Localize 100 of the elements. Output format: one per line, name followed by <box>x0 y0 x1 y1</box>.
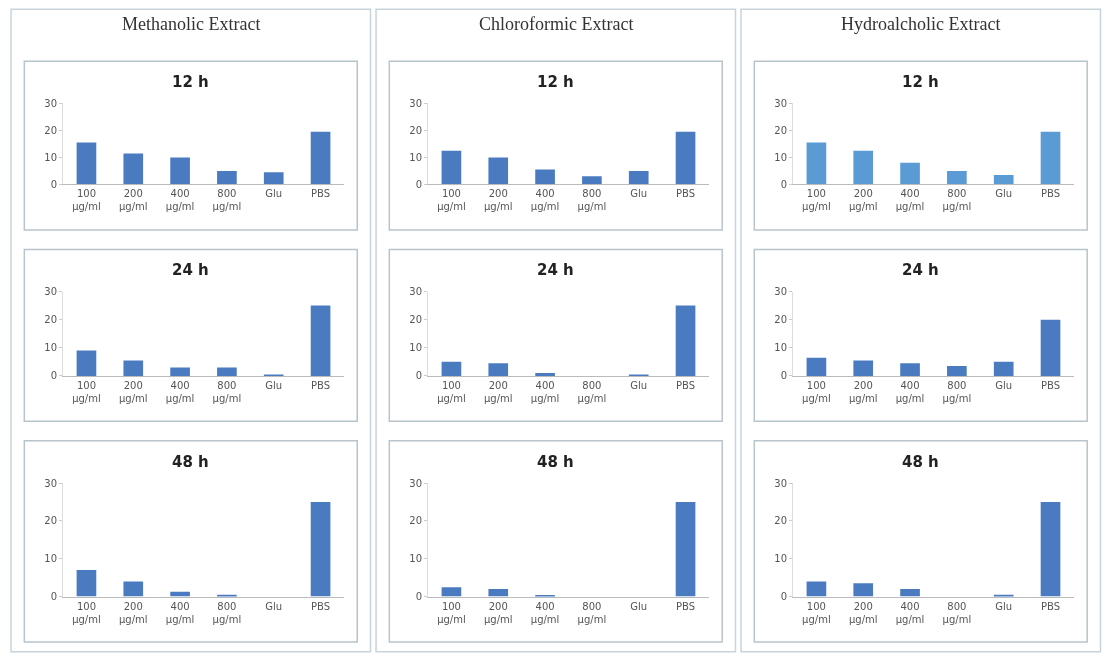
chart-subtitle: 12 h <box>902 73 939 91</box>
y-tick-label: 10 <box>409 342 423 354</box>
x-tick-label: Glu <box>630 379 648 391</box>
x-tick-label: 100 µg/ml <box>802 600 831 625</box>
x-tick-label: PBS <box>1040 188 1061 200</box>
x-tick-label: PBS <box>311 379 331 391</box>
chart-subtitle: 12 h <box>537 73 574 91</box>
x-tick-label: 200 µg/ml <box>848 188 878 213</box>
x-tick-label: 400 µg/ml <box>165 600 195 625</box>
x-tick-label: PBS <box>676 188 696 200</box>
x-tick-label: 200 µg/ml <box>848 600 878 625</box>
x-tick-label: Glu <box>265 379 283 391</box>
y-tick-label: 10 <box>409 151 423 163</box>
y-tick-label: 30 <box>774 477 787 489</box>
x-tick-label: 100 µg/ml <box>802 188 831 213</box>
y-tick-label: 10 <box>44 151 58 163</box>
x-tick-label: Glu <box>995 379 1013 391</box>
y-tick-label: 20 <box>409 515 423 527</box>
x-tick-label: PBS <box>1040 600 1061 612</box>
x-tick-label: 800 µg/ml <box>577 600 607 625</box>
x-tick-label: 800 µg/ml <box>942 379 972 404</box>
chart-title: 48 h <box>537 453 574 471</box>
y-tick-label: 20 <box>774 515 787 527</box>
x-tick-label: 100 µg/ml <box>437 188 466 213</box>
x-tick-label: 100 µg/ml <box>437 600 466 625</box>
y-tick-label: 20 <box>44 515 58 527</box>
x-tick-label: PBS <box>1040 379 1061 391</box>
y-tick-label: 20 <box>44 314 58 326</box>
y-tick-label: 0 <box>415 370 423 382</box>
x-tick-label: 800 µg/ml <box>942 600 972 625</box>
x-tick-label: 400 µg/ml <box>530 600 560 625</box>
x-tick-label: 100 µg/ml <box>437 379 466 404</box>
y-tick-label: 10 <box>774 151 787 163</box>
x-tick-label: 200 µg/ml <box>483 188 513 213</box>
x-tick-label: 200 µg/ml <box>118 188 148 213</box>
chart-title: 24 h <box>172 261 209 279</box>
x-tick-label: 200 µg/ml <box>848 379 878 404</box>
x-tick-label: Glu <box>995 188 1013 200</box>
y-tick-label: 0 <box>415 591 423 603</box>
x-tick-label: 400 µg/ml <box>165 379 195 404</box>
x-tick-label: 800 µg/ml <box>577 379 607 404</box>
chart-title: 48 h <box>172 453 209 471</box>
x-tick-label: Glu <box>630 600 648 612</box>
chart-subtitle: 12 h <box>172 73 209 91</box>
y-tick-label: 30 <box>44 97 58 109</box>
chart-title: 24 h <box>902 261 939 279</box>
y-tick-label: 0 <box>780 370 787 382</box>
x-tick-label: 400 µg/ml <box>165 188 195 213</box>
x-tick-label: 800 µg/ml <box>212 600 242 625</box>
y-tick-label: 0 <box>50 178 58 190</box>
x-tick-label: Glu <box>265 600 283 612</box>
y-tick-label: 0 <box>50 370 58 382</box>
x-tick-label: 800 µg/ml <box>942 188 972 213</box>
y-tick-label: 30 <box>409 477 423 489</box>
x-tick-label: 400 µg/ml <box>530 188 560 213</box>
x-tick-label: 200 µg/ml <box>483 379 513 404</box>
y-tick-label: 0 <box>780 591 787 603</box>
x-tick-label: PBS <box>311 188 331 200</box>
y-tick-label: 20 <box>774 124 787 136</box>
y-tick-label: 10 <box>44 553 58 565</box>
x-tick-label: 100 µg/ml <box>72 379 101 404</box>
y-tick-label: 10 <box>409 553 423 565</box>
x-tick-label: 200 µg/ml <box>118 379 148 404</box>
x-tick-label: PBS <box>311 600 331 612</box>
y-tick-label: 10 <box>44 342 58 354</box>
x-tick-label: PBS <box>676 379 696 391</box>
y-tick-label: 10 <box>774 553 787 565</box>
y-tick-label: 20 <box>44 124 58 136</box>
y-tick-label: 20 <box>409 124 423 136</box>
x-tick-label: Glu <box>630 188 648 200</box>
chart-title: Chloroformic Extract <box>479 14 634 34</box>
x-tick-label: 800 µg/ml <box>577 188 607 213</box>
x-tick-label: Glu <box>265 188 283 200</box>
y-tick-label: 20 <box>409 314 423 326</box>
y-tick-label: 30 <box>44 477 58 489</box>
y-tick-label: 10 <box>774 342 787 354</box>
x-tick-label: 400 µg/ml <box>530 379 560 404</box>
x-tick-label: 800 µg/ml <box>212 188 242 213</box>
y-tick-label: 30 <box>44 286 58 298</box>
x-tick-label: 800 µg/ml <box>212 379 242 404</box>
chart-title: Methanolic Extract <box>122 14 261 34</box>
x-tick-label: 400 µg/ml <box>895 188 925 213</box>
chart-title: 24 h <box>537 261 574 279</box>
x-tick-label: 100 µg/ml <box>72 600 101 625</box>
y-tick-label: 20 <box>774 314 787 326</box>
y-tick-label: 0 <box>780 178 787 190</box>
x-tick-label: 100 µg/ml <box>72 188 101 213</box>
chart-title: Hydroalcholic Extract <box>841 14 1001 34</box>
y-tick-label: 30 <box>774 97 787 109</box>
x-tick-label: PBS <box>676 600 696 612</box>
x-tick-label: 400 µg/ml <box>895 379 925 404</box>
y-tick-label: 30 <box>409 286 423 298</box>
x-tick-label: 200 µg/ml <box>483 600 513 625</box>
x-tick-label: Glu <box>995 600 1013 612</box>
y-tick-label: 30 <box>774 286 787 298</box>
x-tick-label: 100 µg/ml <box>802 379 831 404</box>
y-tick-label: 0 <box>415 178 423 190</box>
y-tick-label: 30 <box>409 97 423 109</box>
chart-title: 48 h <box>902 453 939 471</box>
x-tick-label: 200 µg/ml <box>118 600 148 625</box>
